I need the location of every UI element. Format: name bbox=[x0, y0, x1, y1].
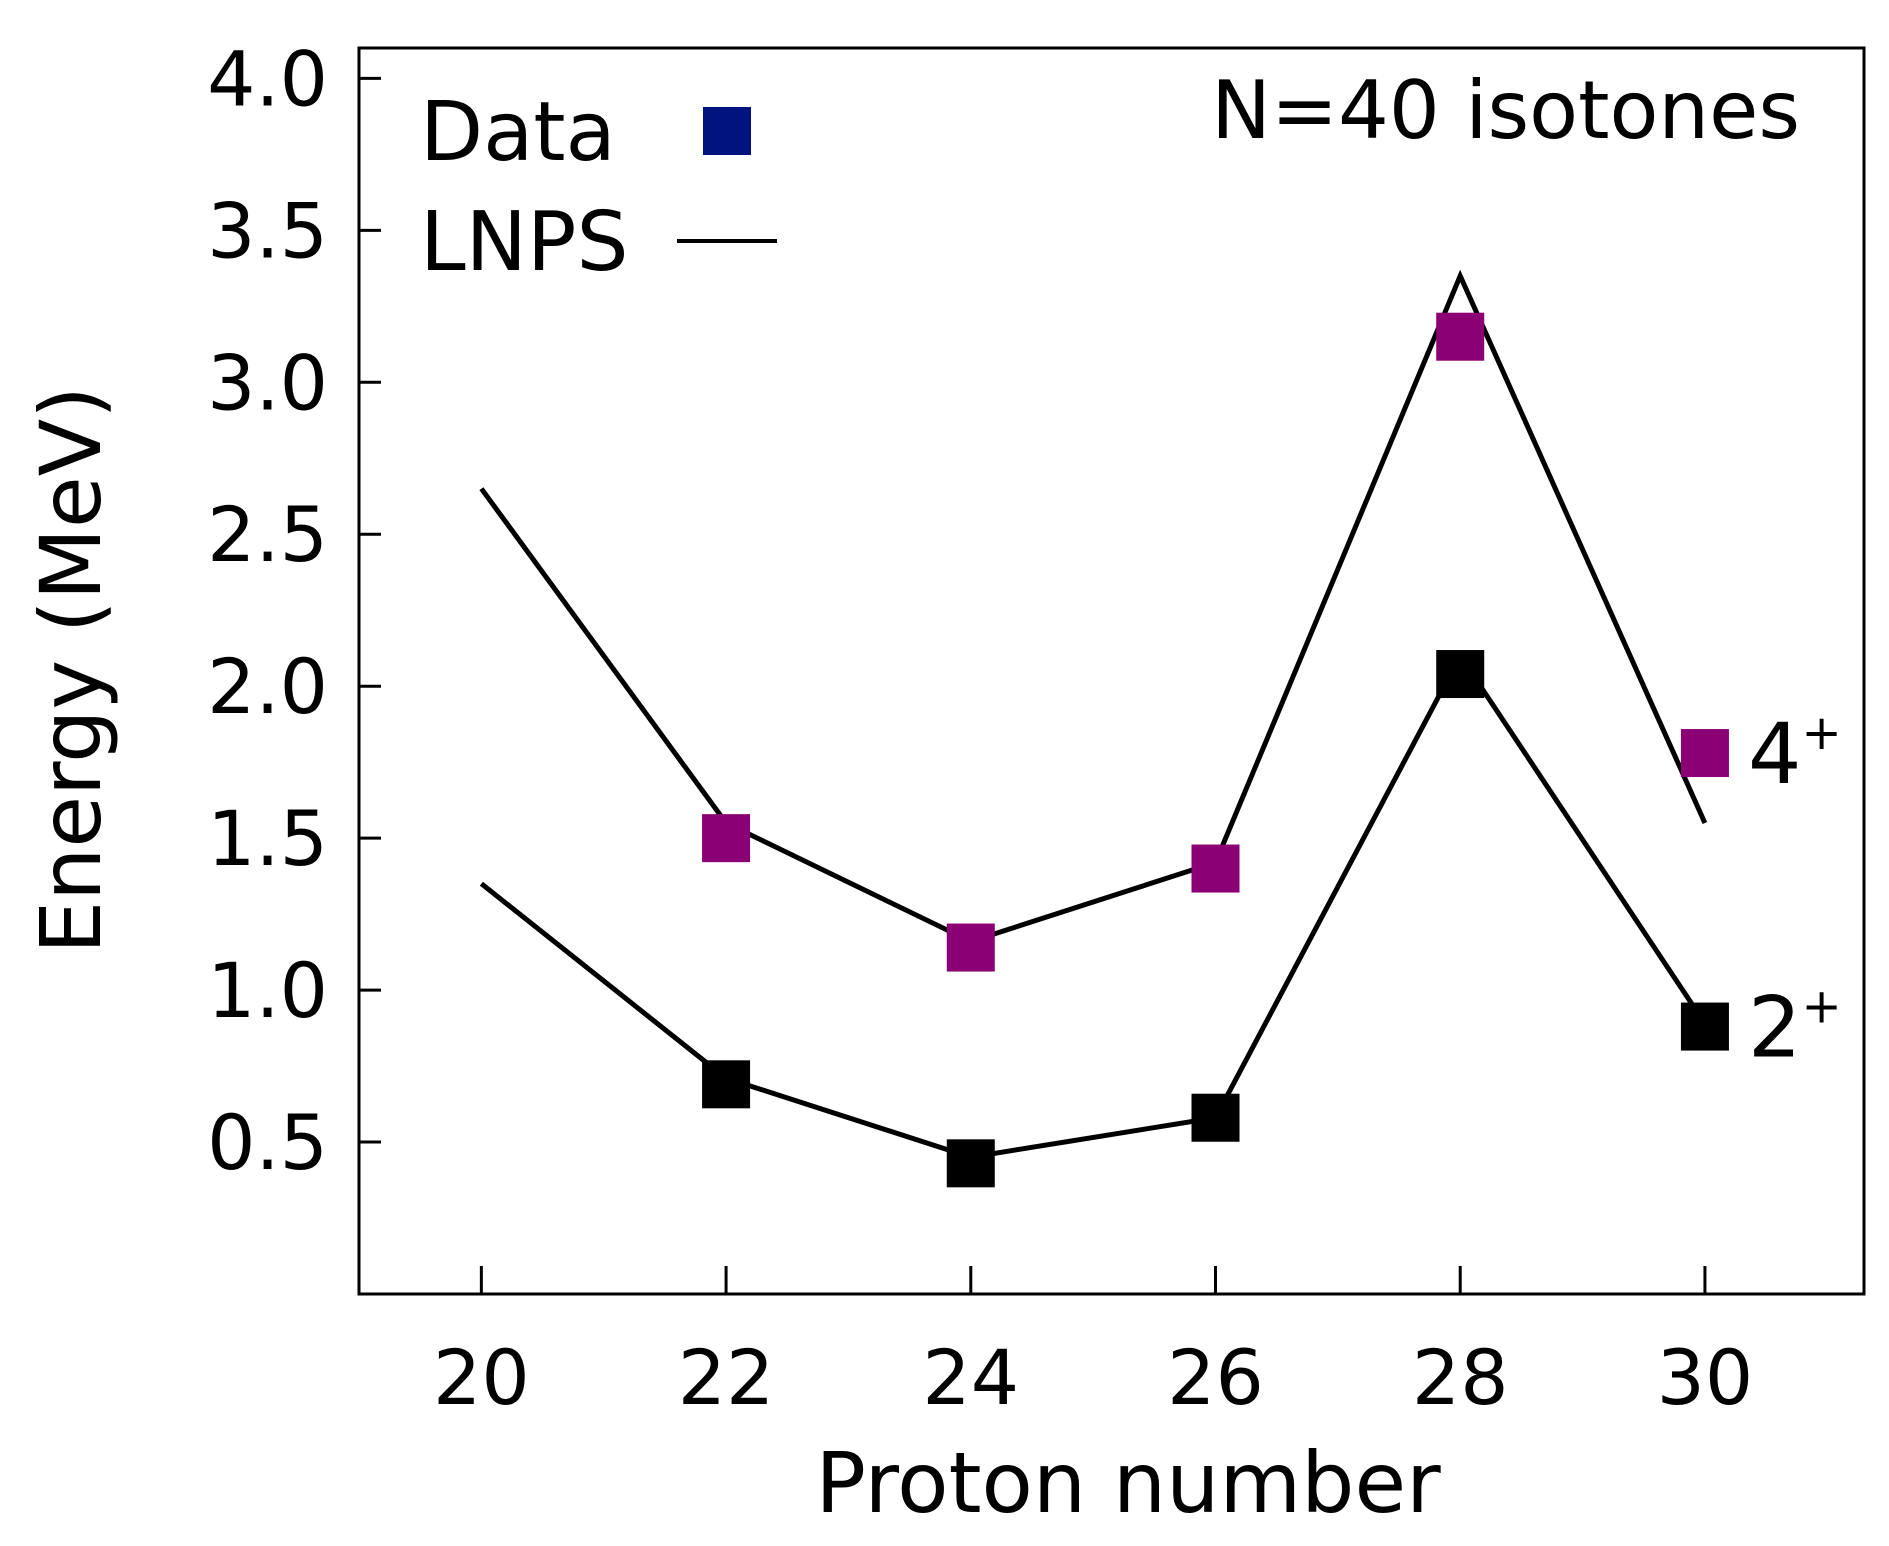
y-tick-label-0.5: 0.5 bbox=[207, 1098, 328, 1187]
series-lines bbox=[479, 269, 1708, 1160]
level-label-base: 2 bbox=[1748, 979, 1801, 1077]
y-tick-label-1.5: 1.5 bbox=[207, 794, 328, 883]
x-tick-label-28: 28 bbox=[1412, 1333, 1509, 1422]
data-point-2-2 bbox=[1191, 844, 1240, 893]
series-line-1 bbox=[479, 650, 1707, 1160]
y-tick-label-3.5: 3.5 bbox=[207, 186, 328, 275]
x-tick-label-22: 22 bbox=[678, 1333, 775, 1422]
x-axis-ticks: 20 22 24 26 28 30 bbox=[433, 1266, 1753, 1422]
data-point-2-4 bbox=[1680, 729, 1729, 778]
level-label-sup: + bbox=[1801, 705, 1841, 761]
data-point-3-1 bbox=[946, 1139, 995, 1188]
y-tick-label-2: 2.0 bbox=[207, 642, 328, 731]
y-tick-label-1: 1.0 bbox=[207, 946, 328, 1035]
series-line-0 bbox=[479, 269, 1708, 945]
data-point-2-0 bbox=[702, 814, 751, 863]
y-axis-ticks: 0.5 1.0 1.5 2.0 2.5 3.0 3.5 4.0 bbox=[207, 34, 381, 1187]
y-axis-title: Energy (MeV) bbox=[22, 386, 120, 954]
legend-label-lnps: LNPS bbox=[420, 195, 629, 290]
legend-marker-data bbox=[703, 107, 751, 155]
plot-frame bbox=[357, 46, 1866, 1296]
level-labels: 4+2+ bbox=[1748, 705, 1842, 1077]
x-tick-label-24: 24 bbox=[922, 1333, 1019, 1422]
y-tick-label-2.5: 2.5 bbox=[207, 490, 328, 579]
x-tick-label-30: 30 bbox=[1657, 1333, 1754, 1422]
x-tick-label-26: 26 bbox=[1167, 1333, 1264, 1422]
x-tick-label-20: 20 bbox=[433, 1333, 530, 1422]
level-label-4plus: 4+ bbox=[1748, 705, 1842, 803]
chart-annotation: N=40 isotones bbox=[1211, 64, 1800, 157]
x-axis-title: Proton number bbox=[815, 1434, 1441, 1532]
data-point-2-3 bbox=[1436, 312, 1485, 361]
legend-label-data: Data bbox=[420, 85, 616, 180]
data-point-3-4 bbox=[1680, 1002, 1729, 1051]
series-markers bbox=[702, 312, 1729, 1188]
data-point-3-2 bbox=[1191, 1093, 1240, 1142]
data-point-3-0 bbox=[702, 1060, 751, 1109]
data-point-3-3 bbox=[1436, 650, 1485, 699]
level-label-2plus: 2+ bbox=[1748, 979, 1842, 1077]
level-label-base: 4 bbox=[1748, 705, 1801, 803]
data-point-2-1 bbox=[946, 923, 995, 972]
level-label-sup: + bbox=[1801, 979, 1841, 1035]
y-tick-label-4: 4.0 bbox=[207, 34, 328, 123]
legend: Data LNPS bbox=[420, 85, 777, 290]
y-tick-label-3: 3.0 bbox=[207, 338, 328, 427]
